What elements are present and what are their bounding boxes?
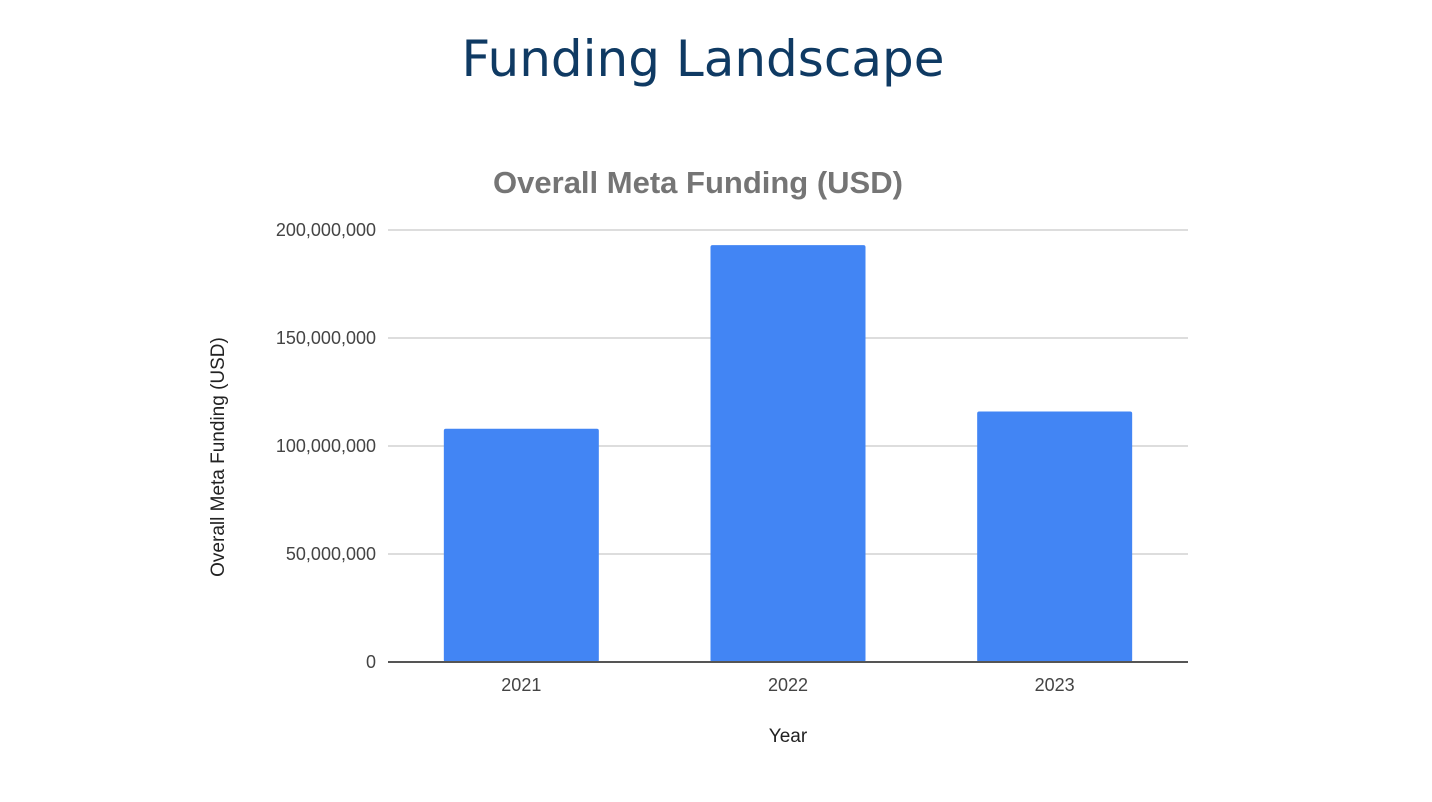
y-axis-label: Overall Meta Funding (USD): [208, 337, 229, 577]
slide-title: Funding Landscape: [461, 30, 945, 88]
y-tick-labels: 0 50,000,000 100,000,000 150,000,000 200,000…: [276, 220, 376, 672]
x-tick-label: 2021: [501, 675, 541, 695]
y-tick-label: 100,000,000: [276, 436, 376, 456]
bar-2021: [443, 428, 599, 662]
y-tick-label: 0: [366, 652, 376, 672]
bar-2022: [710, 245, 866, 662]
x-tick-label: 2022: [768, 675, 808, 695]
bars: [443, 245, 1133, 662]
bar-2023: [977, 411, 1133, 662]
x-tick-label: 2023: [1035, 675, 1075, 695]
chart-title: Overall Meta Funding (USD): [493, 165, 903, 200]
y-tick-label: 150,000,000: [276, 328, 376, 348]
x-axis-label: Year: [769, 726, 808, 747]
x-tick-labels: 2021 2022 2023: [501, 675, 1074, 695]
y-tick-label: 200,000,000: [276, 220, 376, 240]
y-tick-label: 50,000,000: [286, 544, 376, 564]
